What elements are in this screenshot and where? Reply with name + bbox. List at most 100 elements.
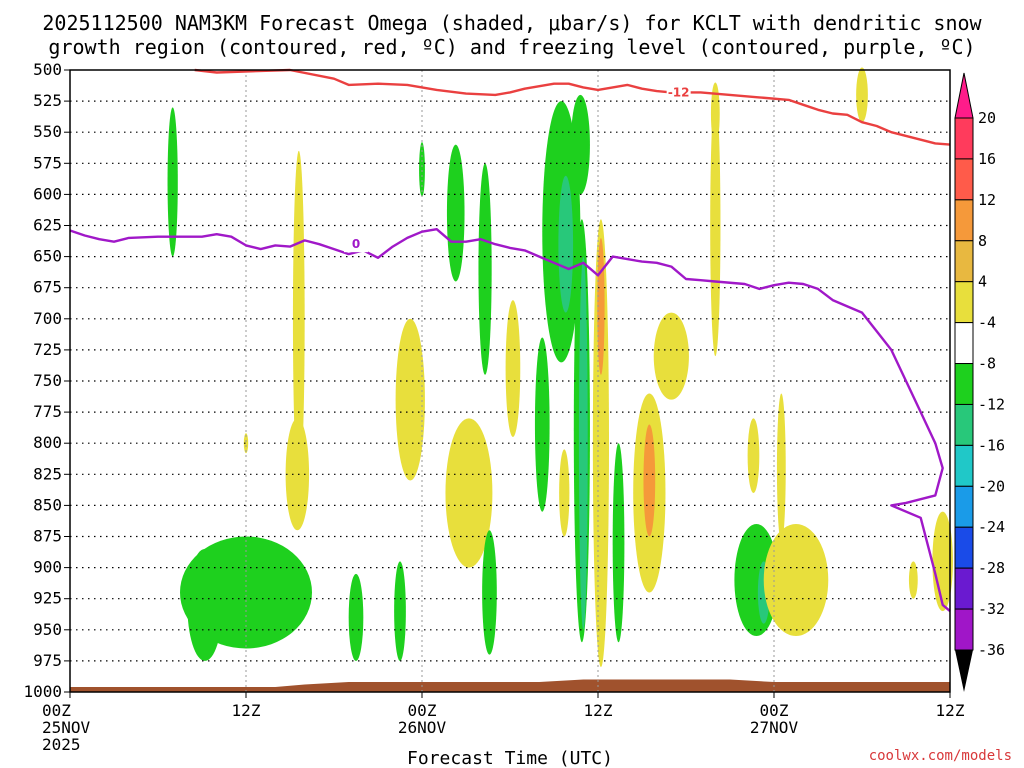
dotted-gridlines	[70, 70, 950, 692]
omega-blob-12	[478, 163, 492, 375]
omega-blob-28	[710, 94, 721, 357]
colorbar-box-1	[954, 158, 974, 201]
x-tick-label-0-2: 2025	[42, 735, 81, 754]
colorbar-label-11: -28	[978, 559, 1005, 577]
colorbar-label-10: -24	[978, 518, 1005, 536]
colorbar-label-0: 20	[978, 109, 996, 127]
y-tick-label-625: 625	[33, 216, 62, 235]
terrain-surface	[70, 679, 950, 692]
contour-line-0	[194, 68, 951, 146]
colorbar-label-3: 8	[978, 232, 987, 250]
x-tick-label-4-0: 00Z	[760, 701, 789, 720]
omega-blob-16	[559, 449, 570, 537]
y-tick-label-800: 800	[33, 433, 62, 452]
colorbar-label-8: -16	[978, 436, 1005, 454]
colorbar-bottom-arrow	[955, 650, 973, 692]
colorbar-box-0	[954, 117, 974, 160]
x-tick-label-0-0: 00Z	[42, 701, 71, 720]
omega-blob-34	[776, 393, 786, 543]
colorbar-box-4	[954, 281, 974, 324]
y-tick-label-600: 600	[33, 184, 62, 203]
x-tick-label-3-0: 12Z	[584, 701, 613, 720]
colorbar-box-11	[954, 567, 974, 610]
colorbar-box-9	[954, 485, 974, 528]
colorbar-label-9: -20	[978, 477, 1005, 495]
omega-blob-19	[570, 94, 590, 195]
omega-blob-22	[592, 219, 610, 668]
colorbar-label-1: 16	[978, 150, 996, 168]
omega-blob-18	[558, 175, 574, 313]
contour-line-1	[69, 228, 951, 613]
contour-layer: -12 0	[69, 68, 951, 613]
colorbar-label-7: -12	[978, 395, 1005, 413]
x-tick-label-2-0: 00Z	[408, 701, 437, 720]
colorbar-top-arrow	[954, 72, 974, 119]
colorbar-label-4: 4	[978, 273, 987, 291]
y-tick-label-750: 750	[33, 371, 62, 390]
colorbar-box-8	[954, 444, 974, 487]
omega-blob-3	[243, 433, 249, 454]
contour-label-bg-0	[666, 84, 691, 101]
omega-blob-29	[710, 82, 720, 145]
colorbar-box-10	[954, 526, 974, 569]
x-tick-label-1-0: 12Z	[232, 701, 261, 720]
y-tick-label-950: 950	[33, 620, 62, 639]
colorbar-box-6	[954, 363, 974, 405]
omega-blob-14	[505, 300, 521, 437]
omega-blob-9	[419, 142, 425, 197]
y-tick-label-525: 525	[33, 91, 62, 110]
omega-blob-36	[908, 561, 918, 599]
x-axis-label: Forecast Time (UTC)	[407, 748, 613, 768]
contour-label-1: 0	[352, 237, 360, 251]
y-tick-label-875: 875	[33, 527, 62, 546]
contour-label-bg-1	[344, 236, 368, 253]
omega-colorbar: 20 16 12 8 4 -4 -8 -12 -16 -20 -24 -28 -32 -36	[954, 72, 1005, 692]
y-tick-label-825: 825	[33, 464, 62, 483]
y-tick-label-550: 550	[33, 122, 62, 141]
omega-blob-15	[534, 337, 550, 512]
chart-title-line-1: 2025112500 NAM3KM Forecast Omega (shaded…	[42, 11, 982, 35]
omega-blob-30	[747, 418, 760, 493]
omega-blob-0	[167, 107, 178, 257]
y-tick-label-575: 575	[33, 153, 62, 172]
omega-blob-24	[612, 443, 625, 643]
omega-blob-13	[482, 530, 497, 655]
terrain-layer	[70, 679, 950, 692]
y-tick-label-1000: 1000	[23, 682, 62, 701]
colorbar-box-5	[954, 322, 974, 365]
omega-blob-2	[187, 548, 223, 661]
pressure-axis: 500 525 550 575 600 625 650 675 700 725 750 775 800 8…	[23, 60, 70, 701]
omega-blob-11	[445, 418, 493, 568]
colorbar-label-6: -8	[978, 355, 996, 373]
y-tick-label-975: 975	[33, 651, 62, 670]
chart-title-line-2: growth region (contoured, red, ºC) and f…	[48, 35, 975, 59]
y-tick-label-775: 775	[33, 402, 62, 421]
contour-label-0: -12	[668, 85, 690, 99]
colorbar-label-5: -4	[978, 314, 996, 332]
colorbar-label-2: 12	[978, 191, 996, 209]
omega-blob-33	[763, 524, 829, 637]
y-tick-label-725: 725	[33, 340, 62, 359]
y-tick-label-900: 900	[33, 558, 62, 577]
y-tick-label-925: 925	[33, 589, 62, 608]
x-tick-label-5-0: 12Z	[936, 701, 965, 720]
omega-blob-8	[394, 561, 406, 661]
colorbar-box-7	[954, 403, 974, 446]
x-tick-label-0-1: 25NOV	[42, 718, 91, 737]
colorbar-box-12	[954, 608, 974, 651]
omega-blob-5	[285, 418, 310, 531]
y-tick-label-675: 675	[33, 278, 62, 297]
colorbar-box-2	[954, 199, 974, 242]
omega-blob-26	[643, 424, 656, 537]
omega-blob-10	[446, 144, 465, 282]
omega-blob-6	[348, 573, 364, 661]
credit-text: coolwx.com/models	[869, 748, 1012, 764]
y-tick-label-500: 500	[33, 60, 62, 79]
x-tick-label-4-1: 27NOV	[750, 718, 799, 737]
x-tick-label-2-1: 26NOV	[398, 718, 447, 737]
colorbar-label-12: -32	[978, 600, 1005, 618]
omega-blob-7	[395, 318, 425, 481]
omega-blob-27	[653, 312, 689, 400]
